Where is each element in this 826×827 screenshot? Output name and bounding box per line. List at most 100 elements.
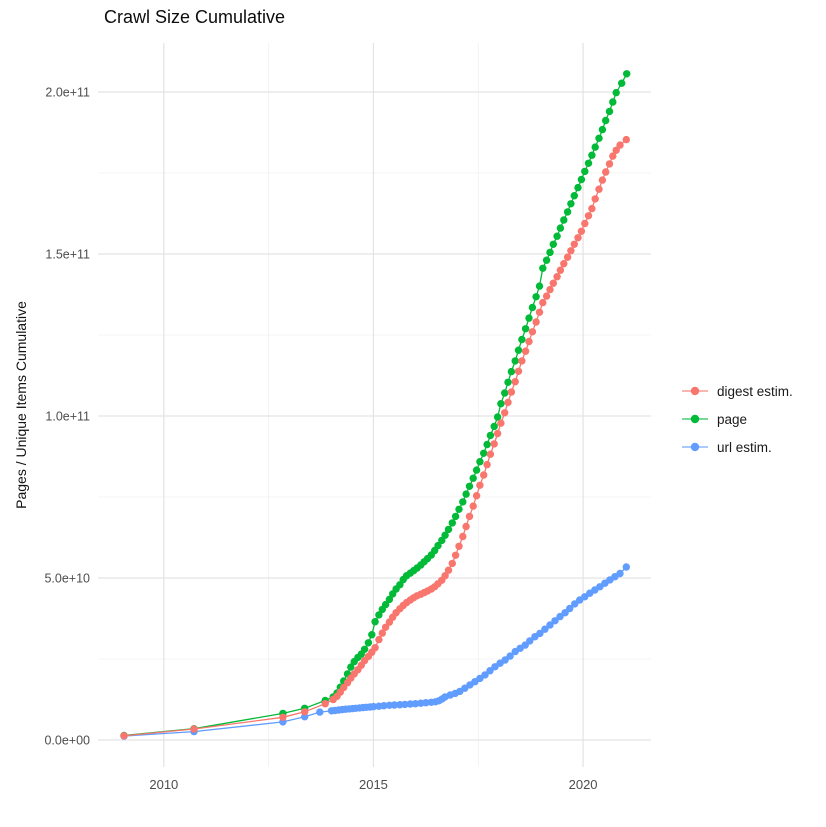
series-point-url-estim bbox=[541, 625, 549, 633]
series-point-digest-estim bbox=[371, 644, 379, 652]
series-point-page bbox=[577, 175, 586, 184]
legend-key-dot bbox=[690, 414, 700, 424]
series-point-page bbox=[501, 389, 509, 397]
series-point-digest-estim bbox=[602, 168, 610, 176]
series-point-digest-estim bbox=[451, 551, 460, 559]
series-point-page bbox=[465, 482, 474, 490]
series-point-url-estim bbox=[401, 700, 409, 709]
y-tick-label: 0.0e+00 bbox=[44, 734, 90, 748]
series-point-digest-estim bbox=[501, 409, 509, 417]
series-point-page bbox=[574, 183, 582, 192]
series-point-digest-estim bbox=[556, 266, 565, 274]
series-point-url-estim bbox=[316, 708, 324, 716]
series-point-page bbox=[591, 143, 599, 151]
series-point-digest-estim bbox=[381, 623, 390, 631]
legend: digest estim. page url estim. bbox=[680, 377, 793, 461]
series-point-digest-estim bbox=[609, 152, 617, 160]
series-point-page bbox=[381, 600, 390, 609]
y-tick-label: 5.0e+10 bbox=[44, 572, 90, 586]
series-point-page bbox=[441, 531, 449, 539]
series-point-digest-estim bbox=[497, 419, 505, 427]
series-point-page bbox=[546, 248, 554, 257]
legend-key-icon-page bbox=[682, 414, 708, 424]
series-point-digest-estim bbox=[514, 367, 523, 375]
series-point-url-estim bbox=[536, 629, 544, 638]
legend-label-digest-estim: digest estim. bbox=[717, 383, 793, 399]
series-point-page bbox=[605, 107, 614, 116]
series-point-digest-estim bbox=[480, 471, 488, 479]
series-point-digest-estim bbox=[539, 298, 547, 307]
series-point-page bbox=[612, 88, 620, 97]
series-point-url-estim bbox=[501, 656, 509, 664]
series-point-page bbox=[490, 422, 498, 431]
series-point-page bbox=[462, 490, 470, 498]
series-point-page bbox=[497, 400, 505, 408]
series-point-page bbox=[448, 519, 456, 527]
legend-label-url-estim: url estim. bbox=[717, 439, 772, 455]
series-point-digest-estim bbox=[301, 708, 309, 716]
series-point-page bbox=[451, 512, 460, 521]
series-point-page bbox=[472, 466, 481, 474]
series-point-page bbox=[528, 303, 537, 312]
series-point-url-estim bbox=[390, 701, 399, 709]
series-point-url-estim bbox=[526, 637, 534, 645]
series-point-page bbox=[476, 458, 484, 466]
series-point-page bbox=[588, 151, 596, 159]
series-point-digest-estim bbox=[444, 566, 453, 574]
series-point-digest-estim bbox=[574, 234, 582, 242]
series-point-digest-estim bbox=[518, 357, 526, 365]
series-point-url-estim bbox=[551, 617, 559, 625]
series-point-digest-estim bbox=[563, 253, 572, 261]
series-point-page bbox=[455, 505, 463, 513]
series-point-page bbox=[556, 224, 565, 232]
series-point-page bbox=[525, 314, 533, 322]
series-point-digest-estim bbox=[462, 522, 470, 531]
series-point-digest-estim bbox=[525, 337, 533, 346]
series-point-page bbox=[444, 525, 453, 534]
series-point-page bbox=[560, 216, 568, 224]
series-point-page bbox=[553, 232, 561, 240]
series-point-digest-estim bbox=[507, 388, 516, 396]
series-point-digest-estim bbox=[598, 176, 607, 184]
series-point-page bbox=[385, 595, 394, 604]
series-point-page bbox=[375, 611, 383, 619]
series-point-digest-estim bbox=[486, 450, 495, 458]
series-point-digest-estim bbox=[120, 732, 128, 740]
legend-label-page: page bbox=[717, 411, 748, 427]
series-point-digest-estim bbox=[190, 725, 198, 733]
series-point-page bbox=[469, 474, 477, 482]
series-point-page bbox=[623, 70, 631, 78]
series-point-page bbox=[360, 645, 369, 653]
chart-title: Crawl Size Cumulative bbox=[104, 7, 286, 27]
series-point-url-estim bbox=[486, 667, 494, 675]
series-point-digest-estim bbox=[476, 481, 484, 489]
series-point-url-estim bbox=[506, 652, 514, 660]
series-point-page bbox=[371, 618, 379, 626]
series-point-url-estim bbox=[622, 563, 630, 571]
series-point-page bbox=[368, 631, 376, 639]
series-point-page bbox=[567, 200, 575, 208]
series-point-url-estim bbox=[422, 699, 430, 707]
series-point-url-estim bbox=[556, 612, 564, 621]
series-point-digest-estim bbox=[493, 429, 502, 438]
series-point-digest-estim bbox=[528, 328, 537, 336]
x-tick-label: 2010 bbox=[149, 777, 178, 792]
series-point-digest-estim bbox=[560, 260, 568, 268]
series-point-page bbox=[364, 639, 373, 647]
series-point-digest-estim bbox=[553, 273, 561, 281]
x-tick-label: 2020 bbox=[569, 777, 598, 792]
series-point-digest-estim bbox=[581, 219, 589, 228]
series-point-page bbox=[563, 208, 572, 216]
y-tick-label: 1.0e+11 bbox=[45, 410, 90, 424]
series-point-digest-estim bbox=[469, 502, 477, 510]
series-point-url-estim bbox=[546, 621, 554, 629]
series-point-page bbox=[581, 167, 589, 176]
series-point-page bbox=[570, 192, 578, 200]
y-tick-label: 2.0e+11 bbox=[45, 85, 90, 99]
series-point-page bbox=[549, 240, 557, 248]
legend-key-icon-url-estim bbox=[682, 442, 708, 452]
series-point-page bbox=[602, 116, 610, 125]
series-point-digest-estim bbox=[567, 247, 575, 255]
series-point-page bbox=[434, 541, 442, 550]
